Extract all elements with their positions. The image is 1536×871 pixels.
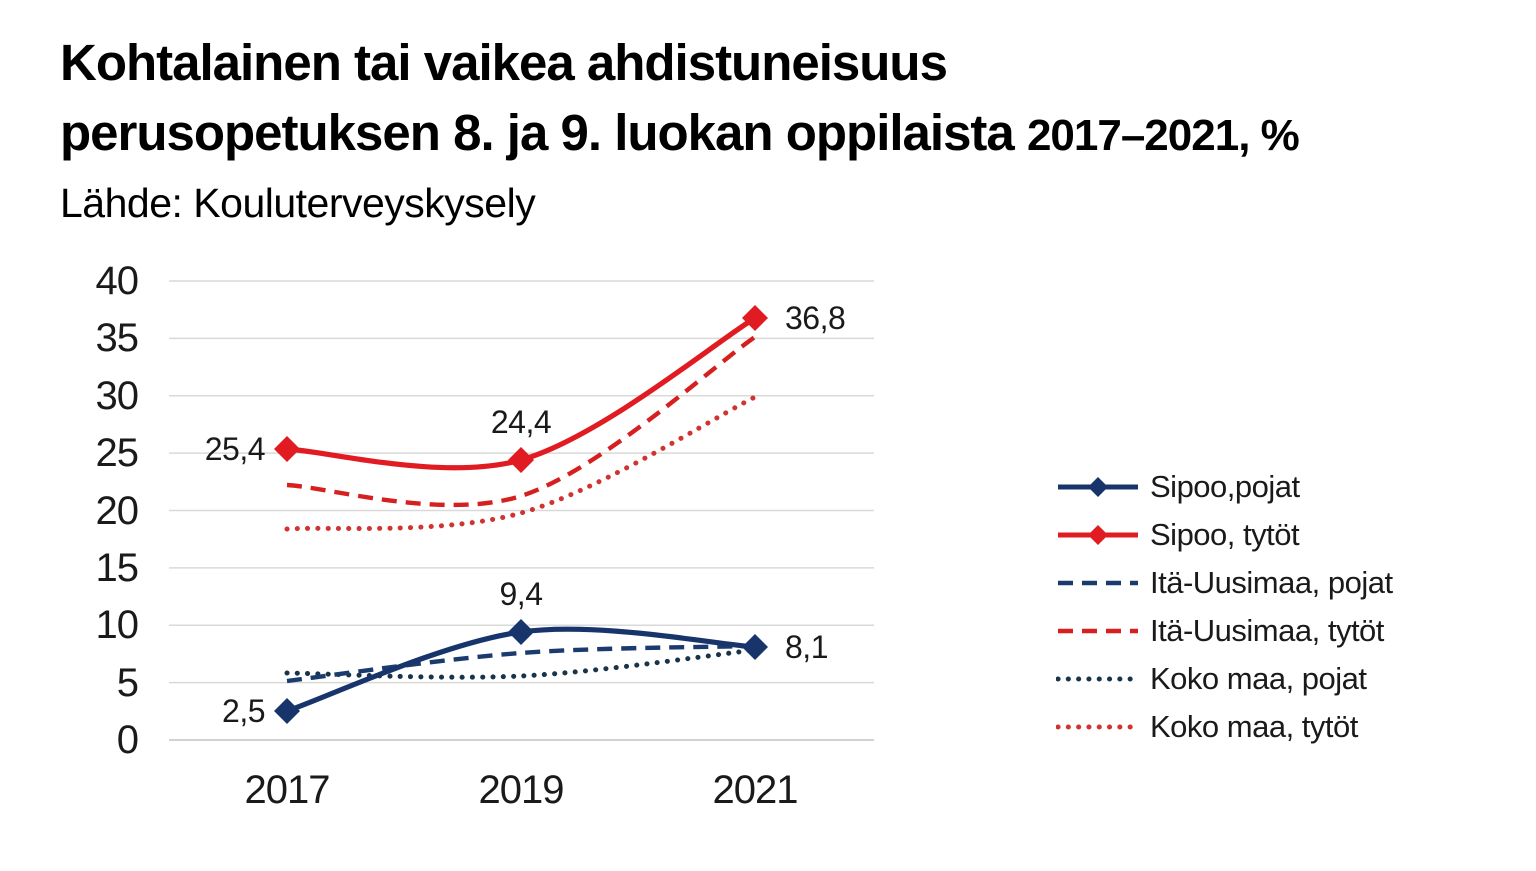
legend-item: Itä-Uusimaa, pojat — [1056, 565, 1393, 600]
legend-swatch-solid — [1058, 477, 1138, 497]
x-tick-label: 2021 — [712, 768, 799, 812]
series-marker-diamond — [742, 305, 768, 331]
y-tick-label: 30 — [95, 373, 140, 418]
chart-title-line1: Kohtalainen tai vaikea ahdistuneisuus — [60, 34, 948, 91]
data-point-label: 2,5 — [222, 693, 265, 730]
chart-title-line2: perusopetuksen 8. ja 9. luokan oppilaist… — [60, 98, 1300, 171]
y-tick-label: 35 — [95, 316, 140, 361]
data-point-label: 25,4 — [204, 430, 266, 467]
series-line-4 — [286, 335, 757, 508]
legend-label: Koko maa, pojat — [1150, 661, 1367, 696]
data-point-label: 24,4 — [490, 404, 552, 440]
y-tick-label: 5 — [116, 660, 139, 705]
y-tick-label: 10 — [95, 603, 140, 648]
data-point-label: 8,1 — [785, 629, 828, 666]
series-marker-diamond — [508, 619, 534, 645]
chart-source: Lähde: Kouluterveyskysely — [60, 180, 536, 226]
x-tick-label: 2019 — [478, 768, 565, 812]
legend-swatch-dotted — [1056, 724, 1140, 730]
y-tick-label: 20 — [95, 488, 140, 533]
series-marker-diamond — [508, 447, 534, 473]
series-line-6 — [284, 394, 758, 532]
legend-item: Koko maa, tytöt — [1056, 709, 1358, 744]
data-point-label: 9,4 — [499, 576, 543, 613]
legend-label: Sipoo, tytöt — [1150, 517, 1300, 552]
series-marker-diamond — [274, 436, 300, 462]
y-tick-label: 25 — [95, 431, 140, 476]
series-line-3 — [286, 643, 756, 684]
legend-item: Sipoo, tytöt — [1056, 517, 1300, 552]
legend-label: Itä-Uusimaa, pojat — [1150, 565, 1393, 600]
y-tick-label: 0 — [116, 718, 139, 762]
legend-label: Itä-Uusimaa, tytöt — [1150, 613, 1384, 648]
legend-swatch-dotted — [1056, 676, 1140, 682]
legend-marker-diamond — [1088, 525, 1108, 545]
legend-item: Itä-Uusimaa, tytöt — [1056, 613, 1384, 648]
chart-title-period: 2017–2021, % — [1026, 111, 1300, 160]
x-tick-label: 2017 — [244, 768, 331, 812]
chart-title: Kohtalainen tai vaikea ahdistuneisuus pe… — [60, 28, 1300, 171]
legend-label: Sipoo,pojat — [1150, 469, 1300, 504]
series-marker-diamond — [742, 634, 768, 660]
legend-item: Koko maa, pojat — [1056, 661, 1367, 696]
legend-item: Sipoo,pojat — [1056, 469, 1300, 504]
legend-swatch-dashed — [1058, 628, 1138, 634]
chart-title-line2-text: perusopetuksen 8. ja 9. luokan oppilaist… — [60, 104, 1015, 161]
y-tick-label: 40 — [95, 259, 140, 303]
series-marker-diamond — [274, 698, 300, 724]
legend-marker-diamond — [1088, 477, 1108, 497]
legend-swatch-solid — [1058, 525, 1138, 545]
data-point-label: 36,8 — [785, 299, 846, 336]
y-tick-label: 15 — [95, 545, 140, 590]
legend-label: Koko maa, tytöt — [1150, 709, 1358, 744]
series-line-5 — [284, 647, 758, 680]
series-line-2 — [286, 315, 757, 471]
legend-swatch-dashed — [1058, 580, 1138, 586]
